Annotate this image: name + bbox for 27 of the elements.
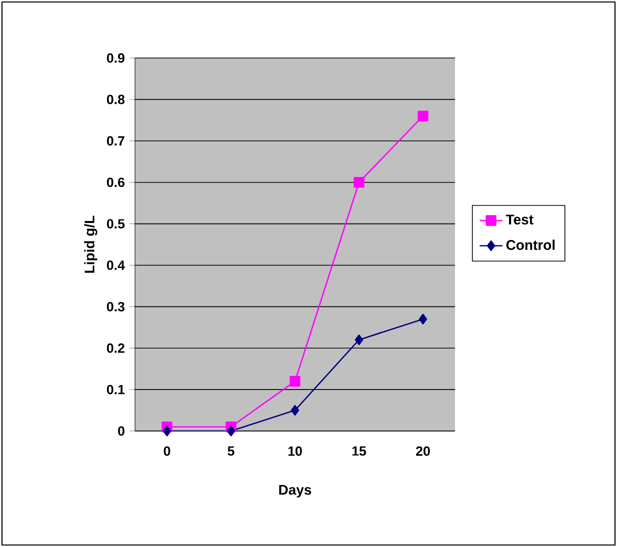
y-tick-label: 0.6 [106,178,124,188]
y-tick-label: 0.9 [106,53,124,63]
x-tick-label: 15 [352,446,366,456]
x-tick-label: 5 [228,446,234,456]
y-tick-label: 0.1 [106,384,125,394]
point [418,314,428,324]
legend-label: Control [506,240,555,250]
y-tick-label: 0.8 [106,94,125,104]
y-tick-label: 0 [118,426,124,436]
y-tick-label: 0.2 [106,343,124,353]
x-axis-title: Days [279,484,312,498]
point [290,376,300,387]
legend-label: Test [506,214,534,224]
y-tick-label: 0.4 [106,260,125,270]
point [162,426,172,436]
y-tick-label: 0.5 [106,219,125,228]
x-tick-label: 10 [288,446,302,456]
y-tick-label: 0.3 [106,302,124,312]
y-tick-label: 0.7 [106,136,124,146]
x-tick-label: 20 [416,446,430,456]
point [418,110,428,122]
point [354,334,364,346]
x-tick-label: 0 [164,446,170,456]
y-axis-title: Lipid g/L [84,216,98,273]
point [354,177,364,188]
point [290,404,300,416]
point [226,426,236,436]
